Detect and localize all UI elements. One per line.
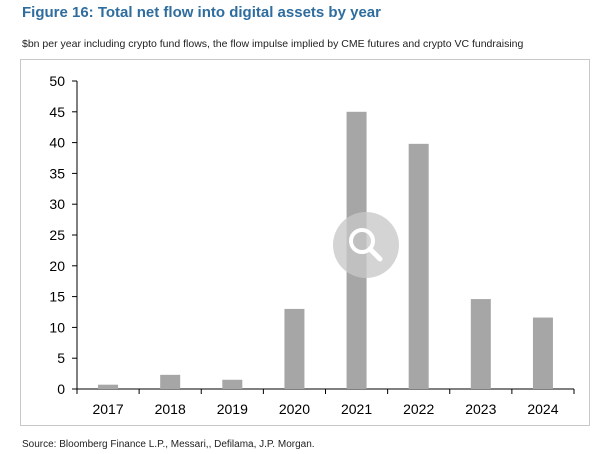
bar-2019 (222, 379, 243, 389)
y-tick-label: 30 (49, 196, 65, 212)
bar-2024 (532, 317, 553, 389)
x-tick-label: 2024 (527, 401, 558, 417)
x-tick-label: 2018 (155, 401, 186, 417)
x-tick-label: 2019 (217, 401, 248, 417)
y-tick-label: 5 (57, 350, 65, 366)
figure-subtitle: $bn per year including crypto fund flows… (22, 38, 524, 50)
y-tick-label: 15 (49, 289, 65, 305)
y-tick-label: 35 (49, 165, 65, 181)
y-tick-label: 20 (49, 258, 65, 274)
bar-chart: 0 5 10 15 20 25 30 35 40 45 50 2017 2018 2019 2020 2021… (49, 73, 575, 417)
bar-2018 (160, 374, 181, 389)
y-tick-label: 10 (49, 319, 65, 335)
y-tick-label: 40 (49, 135, 65, 151)
chart-frame: 0 5 10 15 20 25 30 35 40 45 50 2017 2018 2019 2020 2021… (20, 59, 590, 426)
y-tick-label: 50 (49, 73, 65, 89)
y-tick-label: 25 (49, 227, 65, 243)
y-tick-label: 0 (57, 381, 65, 397)
bar-2023 (470, 299, 491, 389)
x-tick-label: 2023 (465, 401, 496, 417)
magnifier-icon (349, 228, 383, 262)
bar-2022 (408, 143, 429, 389)
figure-source: Source: Bloomberg Finance L.P., Messari,… (22, 439, 315, 450)
x-tick-label: 2022 (403, 401, 434, 417)
x-tick-label: 2021 (341, 401, 372, 417)
x-tick-label: 2020 (279, 401, 310, 417)
bar-2017 (98, 384, 119, 389)
bar-2020 (284, 308, 305, 389)
zoom-button[interactable] (333, 212, 399, 278)
x-tick-label: 2017 (92, 401, 123, 417)
y-tick-label: 45 (49, 104, 65, 120)
figure-title: Figure 16: Total net flow into digital a… (22, 4, 381, 21)
